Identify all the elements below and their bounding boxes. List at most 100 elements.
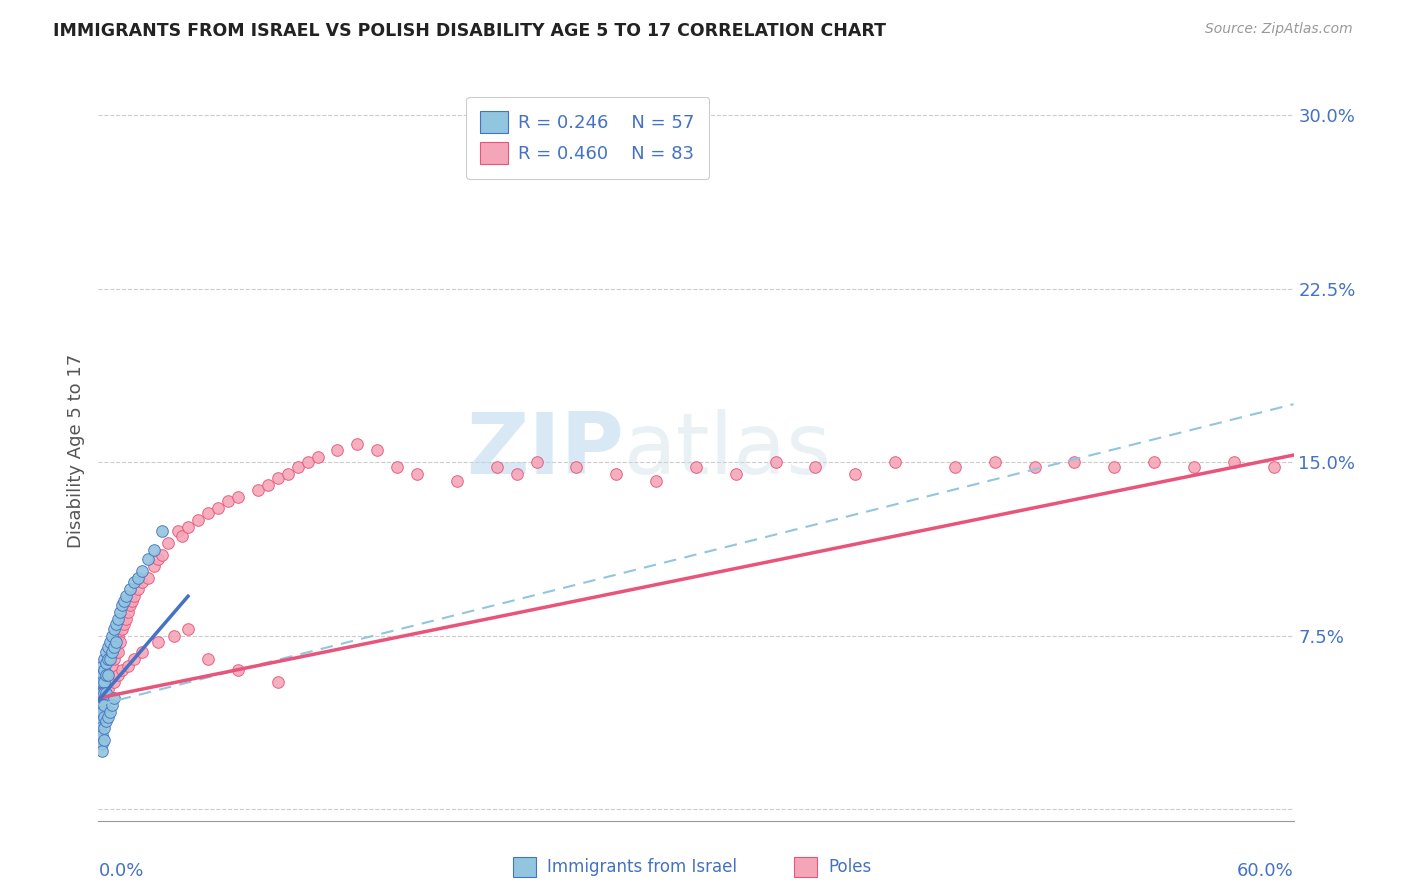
Point: [93, 663, 115, 677]
Legend: R = 0.246    N = 57, R = 0.460    N = 83: R = 0.246 N = 57, R = 0.460 N = 83: [465, 96, 709, 178]
Point: [804, 459, 827, 474]
Point: [96, 714, 118, 728]
Point: [117, 606, 139, 620]
Point: [685, 459, 707, 474]
FancyBboxPatch shape: [794, 857, 817, 877]
Point: [89, 709, 111, 723]
Point: [91, 737, 114, 751]
Point: [96, 668, 118, 682]
Point: [150, 524, 173, 539]
Point: [120, 582, 142, 597]
Point: [101, 658, 124, 673]
Point: [115, 589, 138, 603]
Text: Poles: Poles: [828, 858, 872, 876]
Point: [93, 709, 115, 723]
Point: [98, 635, 122, 649]
Point: [177, 520, 200, 534]
Point: [246, 483, 269, 497]
Point: [277, 467, 299, 481]
Point: [163, 629, 186, 643]
Point: [103, 640, 125, 654]
Point: [97, 651, 120, 665]
Point: [107, 645, 129, 659]
Point: [91, 705, 114, 719]
Point: [256, 478, 278, 492]
Text: atlas: atlas: [624, 409, 832, 492]
Point: [117, 658, 139, 673]
Point: [115, 612, 138, 626]
Point: [157, 536, 180, 550]
Point: [97, 640, 120, 654]
Point: [101, 645, 124, 659]
Point: [105, 635, 128, 649]
Point: [111, 663, 134, 677]
Point: [226, 663, 249, 677]
Point: [1263, 459, 1285, 474]
Point: [167, 524, 190, 539]
Point: [89, 721, 111, 735]
Point: [1143, 455, 1166, 469]
Point: [127, 571, 149, 585]
Point: [1063, 455, 1085, 469]
Point: [124, 575, 146, 590]
Point: [485, 459, 508, 474]
Point: [131, 645, 153, 659]
Point: [91, 744, 114, 758]
Point: [765, 455, 787, 469]
Point: [96, 658, 118, 673]
Point: [110, 635, 132, 649]
Point: [97, 668, 120, 682]
Point: [1024, 459, 1046, 474]
Point: [93, 674, 115, 689]
Point: [124, 589, 146, 603]
Point: [98, 645, 122, 659]
Point: [91, 658, 114, 673]
Point: [107, 668, 129, 682]
Text: Immigrants from Israel: Immigrants from Israel: [547, 858, 737, 876]
Point: [406, 467, 429, 481]
Point: [526, 455, 548, 469]
Point: [287, 459, 309, 474]
Point: [226, 490, 249, 504]
Point: [984, 455, 1007, 469]
FancyBboxPatch shape: [513, 857, 536, 877]
Point: [98, 651, 122, 665]
Point: [506, 467, 529, 481]
Point: [172, 529, 194, 543]
Point: [605, 467, 627, 481]
Point: [103, 691, 125, 706]
Point: [97, 681, 120, 696]
Point: [112, 617, 135, 632]
Point: [120, 599, 142, 613]
Point: [96, 645, 118, 659]
Point: [645, 474, 668, 488]
Point: [121, 594, 143, 608]
Point: [943, 459, 966, 474]
Point: [1104, 459, 1126, 474]
Point: [89, 686, 111, 700]
Point: [89, 700, 111, 714]
Point: [385, 459, 409, 474]
Point: [91, 668, 114, 682]
Point: [207, 501, 229, 516]
Point: [97, 709, 120, 723]
Point: [93, 663, 115, 677]
Point: [124, 651, 146, 665]
Point: [98, 705, 122, 719]
Text: 60.0%: 60.0%: [1237, 863, 1294, 880]
Point: [111, 622, 134, 636]
Point: [103, 651, 125, 665]
Point: [103, 622, 125, 636]
Point: [91, 686, 114, 700]
Point: [297, 455, 319, 469]
Point: [148, 635, 170, 649]
Text: Source: ZipAtlas.com: Source: ZipAtlas.com: [1205, 22, 1353, 37]
Point: [127, 582, 149, 597]
Point: [91, 728, 114, 742]
Point: [105, 617, 128, 632]
Point: [1182, 459, 1205, 474]
Point: [91, 668, 114, 682]
Point: [107, 612, 129, 626]
Point: [366, 443, 388, 458]
Point: [565, 459, 588, 474]
